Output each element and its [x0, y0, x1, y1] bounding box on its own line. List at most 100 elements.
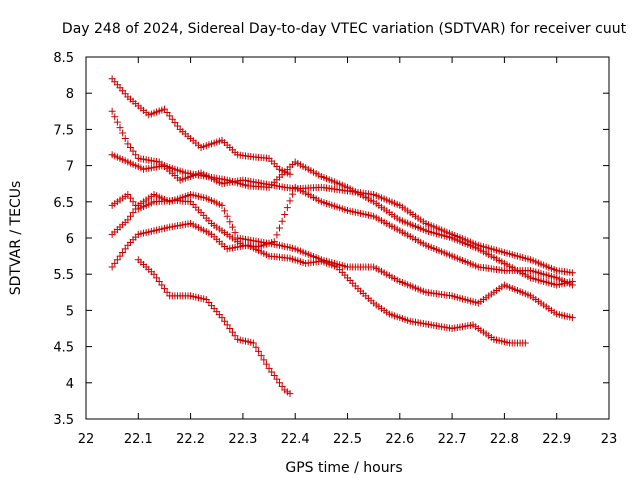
y-tick-label: 6.5 — [53, 196, 74, 211]
series-track-5 — [108, 191, 576, 322]
data-point — [153, 274, 161, 282]
data-point — [252, 343, 260, 351]
data-point — [262, 360, 270, 368]
data-point — [108, 263, 116, 271]
data-point — [231, 229, 239, 237]
data-point — [158, 281, 166, 289]
data-point — [286, 170, 294, 178]
data-point — [228, 223, 236, 231]
data-point — [121, 245, 129, 253]
x-axis-label: GPS time / hours — [285, 460, 402, 476]
x-tick-label: 22.3 — [228, 432, 257, 447]
data-point — [521, 339, 529, 347]
series-track-4 — [108, 183, 576, 289]
data-point — [289, 190, 297, 198]
data-point — [132, 151, 140, 159]
data-point — [113, 118, 121, 126]
data-point — [124, 191, 132, 199]
data-point — [268, 368, 276, 376]
series-track-3 — [108, 151, 576, 289]
data-point — [111, 259, 119, 267]
data-point — [221, 207, 229, 215]
y-tick-label: 8.5 — [53, 51, 74, 66]
x-tick-label: 22 — [78, 432, 95, 447]
data-point — [119, 248, 127, 256]
data-point — [126, 212, 134, 220]
x-tick-label: 22.8 — [490, 432, 519, 447]
data-point — [155, 277, 163, 285]
data-point — [121, 134, 129, 142]
data-point — [113, 256, 121, 264]
x-tick-label: 22.7 — [438, 432, 467, 447]
x-tick-label: 22.2 — [176, 432, 205, 447]
series-track-6 — [108, 220, 529, 347]
x-tick-label: 22.4 — [281, 432, 310, 447]
data-point — [286, 390, 294, 398]
data-point — [273, 231, 281, 239]
data-point — [116, 124, 124, 132]
x-tick-label: 22.5 — [333, 432, 362, 447]
data-point — [132, 205, 140, 213]
data-point — [129, 209, 137, 217]
y-tick-label: 7 — [66, 160, 74, 175]
data-point — [223, 321, 231, 329]
data-point — [228, 328, 236, 336]
data-point — [281, 210, 289, 218]
x-tick-label: 23 — [601, 432, 618, 447]
data-point — [257, 352, 265, 360]
data-point — [126, 194, 134, 202]
data-point — [221, 317, 229, 325]
y-tick-label: 3.5 — [53, 413, 74, 428]
data-point — [126, 144, 134, 151]
data-point — [108, 107, 116, 115]
data-point — [150, 270, 158, 278]
y-tick-label: 8 — [66, 87, 74, 102]
x-tick-label: 22.1 — [124, 432, 153, 447]
y-tick-label: 6 — [66, 232, 74, 247]
data-point — [124, 140, 132, 148]
data-point — [260, 356, 268, 364]
data-point — [276, 379, 284, 387]
x-tick-label: 22.6 — [385, 432, 414, 447]
series-track-1 — [108, 75, 294, 178]
data-point — [218, 201, 226, 209]
data-point — [160, 285, 168, 293]
series-track-7 — [134, 256, 294, 398]
y-axis-label: SDTVAR / TECUs — [8, 181, 24, 296]
data-point — [249, 339, 257, 347]
y-tick-label: 4.5 — [53, 341, 74, 356]
data-point — [223, 212, 231, 220]
data-point — [273, 375, 281, 383]
data-point — [124, 216, 132, 224]
series-track-2 — [108, 107, 576, 277]
data-point — [568, 269, 576, 277]
chart-title: Day 248 of 2024, Sidereal Day-to-day VTE… — [62, 21, 627, 37]
data-point — [231, 332, 239, 340]
data-point — [163, 288, 171, 296]
data-point — [283, 204, 291, 212]
y-axis: 3.5 4 4.5 5 5.5 6 6.5 7 7.5 8 8.5 — [53, 51, 609, 428]
data-point — [568, 314, 576, 322]
y-tick-label: 5 — [66, 304, 74, 319]
data-point — [568, 281, 576, 289]
y-tick-label: 5.5 — [53, 268, 74, 283]
data-point — [129, 147, 137, 155]
data-point — [111, 113, 119, 121]
data-point — [226, 218, 234, 226]
x-tick-label: 22.9 — [542, 432, 571, 447]
y-tick-label: 7.5 — [53, 123, 74, 138]
data-point — [278, 382, 286, 390]
data-point — [270, 372, 278, 380]
data-points — [108, 75, 576, 398]
data-point — [276, 224, 284, 232]
data-point — [255, 347, 263, 355]
data-point — [278, 217, 286, 225]
data-point — [265, 364, 273, 372]
y-tick-label: 4 — [66, 377, 74, 392]
data-point — [226, 325, 234, 332]
x-axis: 22 22.1 22.2 22.3 22.4 22.5 22.6 22.7 22.8 22.9 23 — [78, 57, 618, 447]
data-point — [286, 197, 294, 205]
data-point — [119, 129, 127, 137]
data-point — [116, 252, 124, 260]
